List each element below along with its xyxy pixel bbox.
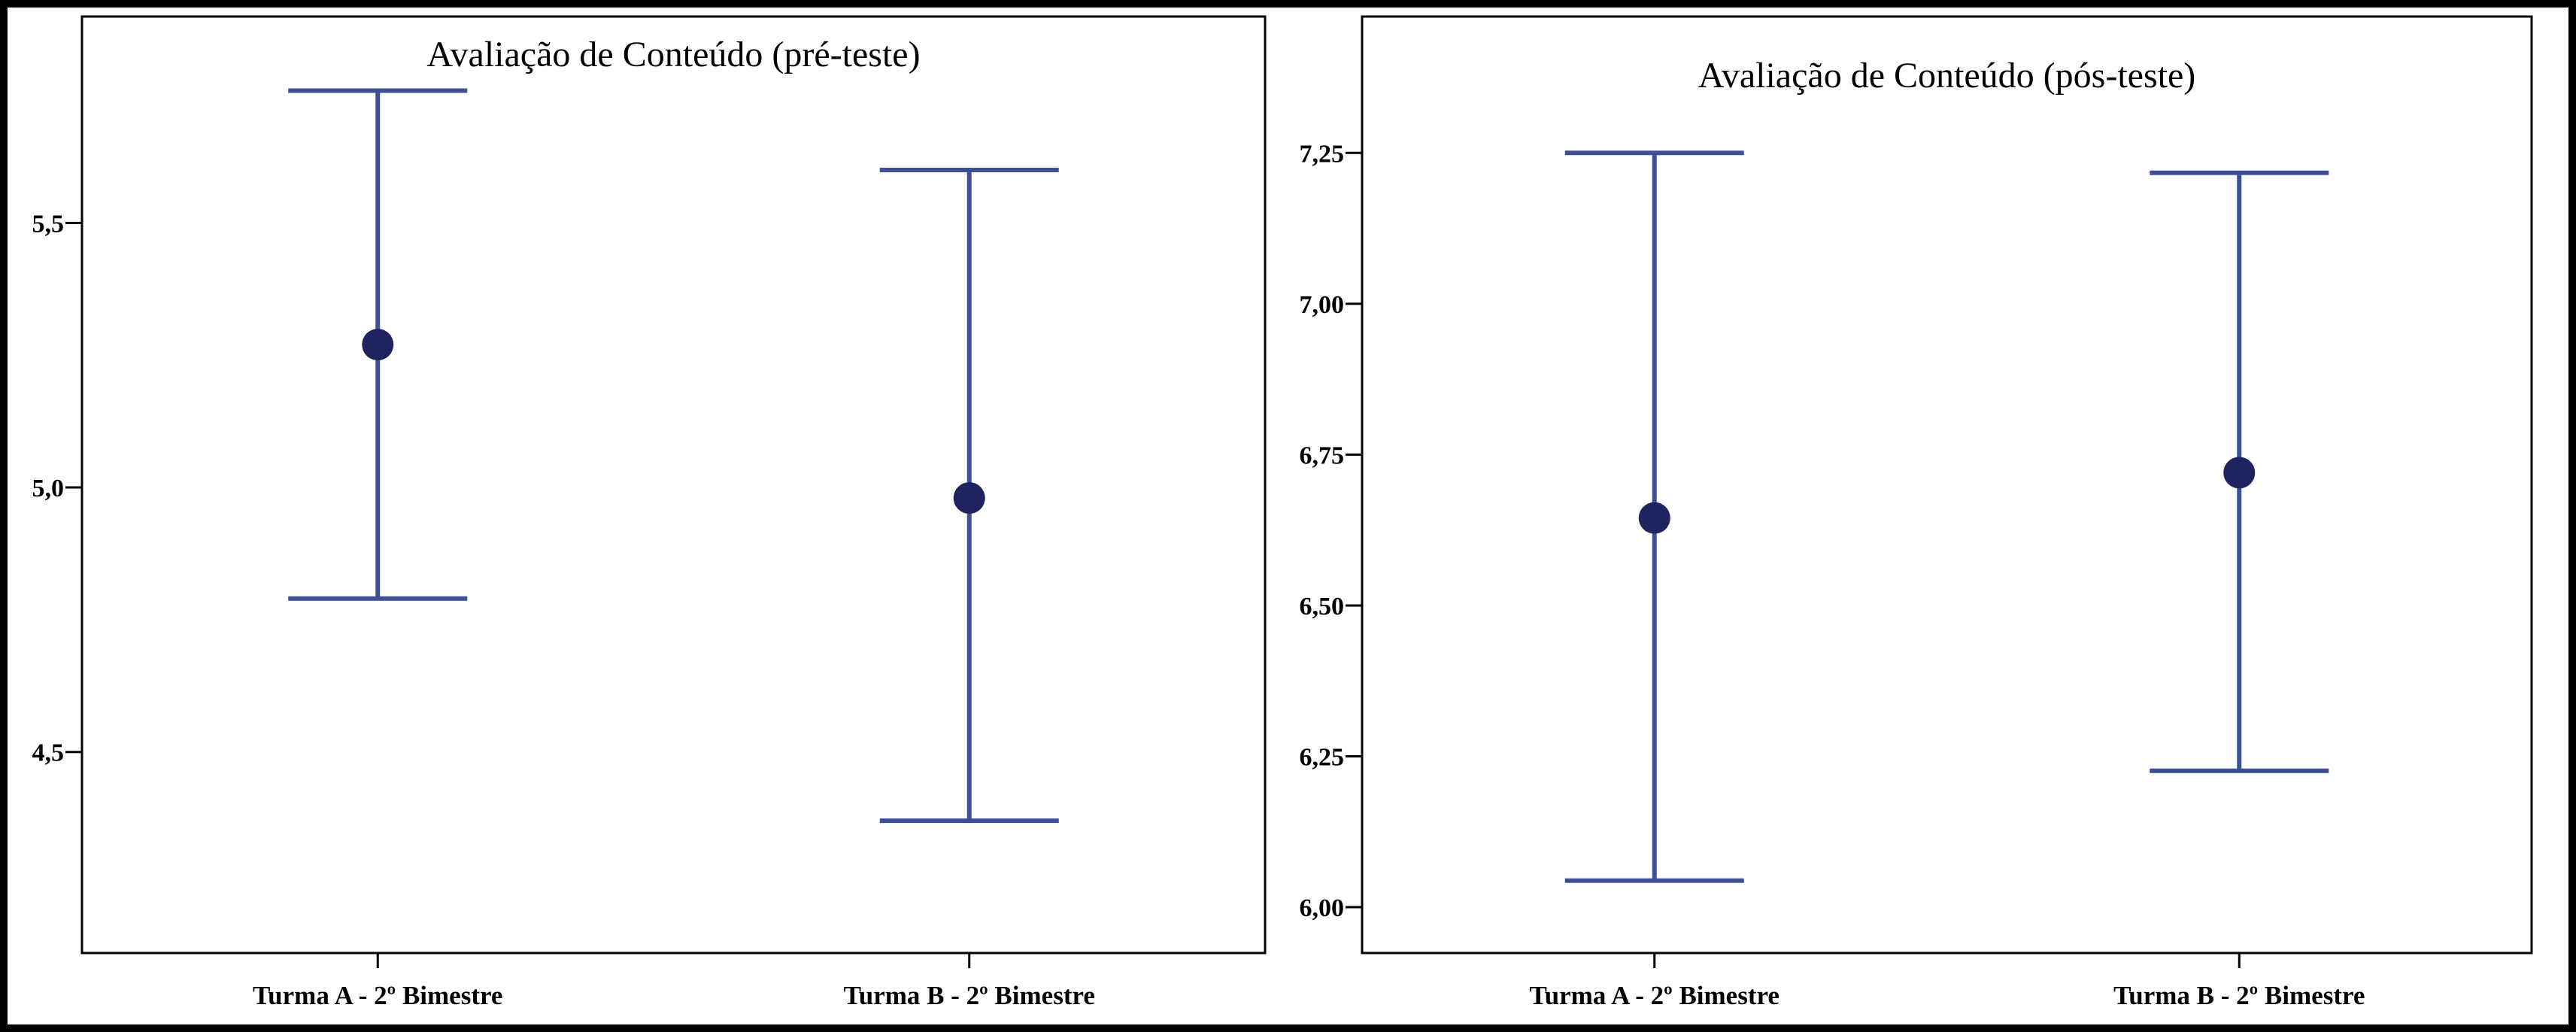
y-tick-label: 6,50 [1300,593,1345,621]
x-tick-label: Turma B - 2º Bimestre [844,981,1095,1010]
y-tick-label: 4,5 [32,739,65,767]
plot-area [80,15,1267,955]
chart-title: Avaliação de Conteúdo (pré-teste) [426,35,920,74]
x-tick-label: Turma B - 2º Bimestre [2113,981,2365,1010]
y-tick-label: 7,25 [1300,140,1345,168]
mean-marker [1638,502,1670,534]
y-tick-label: 6,75 [1300,442,1345,469]
y-tick-label: 7,00 [1300,291,1345,319]
y-tick-label: 5,5 [32,210,65,238]
y-tick-label: 6,25 [1300,743,1345,771]
x-tick-label: Turma A - 2º Bimestre [1530,981,1780,1010]
y-tick-label: 6,00 [1300,894,1345,922]
mean-marker [953,482,985,514]
plot-area [1361,15,2533,955]
chart-title: Avaliação de Conteúdo (pós-teste) [1698,56,2196,96]
mean-marker [2223,457,2256,489]
mean-marker [362,329,394,361]
y-tick-label: 5,0 [32,475,65,502]
x-tick-label: Turma A - 2º Bimestre [253,981,502,1010]
